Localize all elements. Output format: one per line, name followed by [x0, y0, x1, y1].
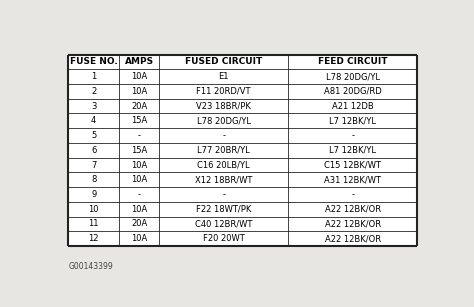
Text: -: -: [222, 190, 225, 199]
Text: 10A: 10A: [131, 175, 147, 184]
Text: AMPS: AMPS: [125, 57, 154, 66]
Text: L77 20BR/YL: L77 20BR/YL: [197, 146, 250, 155]
Text: 10A: 10A: [131, 161, 147, 169]
Text: FEED CIRCUIT: FEED CIRCUIT: [318, 57, 388, 66]
Text: FUSED CIRCUIT: FUSED CIRCUIT: [185, 57, 262, 66]
Text: V23 18BR/PK: V23 18BR/PK: [196, 102, 251, 111]
Text: G00143399: G00143399: [68, 262, 113, 271]
Text: E1: E1: [219, 72, 229, 81]
Text: 10A: 10A: [131, 234, 147, 243]
Text: A22 12BK/OR: A22 12BK/OR: [325, 205, 381, 214]
Text: X12 18BR/WT: X12 18BR/WT: [195, 175, 253, 184]
Text: 11: 11: [89, 220, 99, 228]
Text: 10A: 10A: [131, 205, 147, 214]
Text: 8: 8: [91, 175, 96, 184]
Text: -: -: [351, 190, 355, 199]
Text: 9: 9: [91, 190, 96, 199]
Text: F22 18WT/PK: F22 18WT/PK: [196, 205, 251, 214]
Text: 20A: 20A: [131, 220, 147, 228]
Text: -: -: [137, 131, 141, 140]
Text: 15A: 15A: [131, 116, 147, 125]
Text: L78 20DG/YL: L78 20DG/YL: [326, 72, 380, 81]
Text: A21 12DB: A21 12DB: [332, 102, 374, 111]
Text: -: -: [222, 131, 225, 140]
Text: L78 20DG/YL: L78 20DG/YL: [197, 116, 251, 125]
Text: FUSE NO.: FUSE NO.: [70, 57, 118, 66]
Text: A22 12BK/OR: A22 12BK/OR: [325, 220, 381, 228]
Text: A31 12BK/WT: A31 12BK/WT: [324, 175, 382, 184]
Text: F11 20RD/VT: F11 20RD/VT: [197, 87, 251, 96]
Text: 5: 5: [91, 131, 96, 140]
Text: A22 12BK/OR: A22 12BK/OR: [325, 234, 381, 243]
Bar: [68, 55, 418, 246]
Text: 2: 2: [91, 87, 96, 96]
Text: L7 12BK/YL: L7 12BK/YL: [329, 146, 376, 155]
Text: 10A: 10A: [131, 87, 147, 96]
Text: 7: 7: [91, 161, 96, 169]
Text: 15A: 15A: [131, 146, 147, 155]
Text: 6: 6: [91, 146, 96, 155]
Text: L7 12BK/YL: L7 12BK/YL: [329, 116, 376, 125]
Text: A81 20DG/RD: A81 20DG/RD: [324, 87, 382, 96]
Text: 3: 3: [91, 102, 96, 111]
Text: -: -: [351, 131, 355, 140]
Text: 10A: 10A: [131, 72, 147, 81]
Text: -: -: [137, 190, 141, 199]
Text: 12: 12: [89, 234, 99, 243]
Text: C16 20LB/YL: C16 20LB/YL: [197, 161, 250, 169]
Text: F20 20WT: F20 20WT: [203, 234, 245, 243]
Text: C15 12BK/WT: C15 12BK/WT: [324, 161, 382, 169]
Text: 20A: 20A: [131, 102, 147, 111]
Text: 1: 1: [91, 72, 96, 81]
Text: 4: 4: [91, 116, 96, 125]
Text: C40 12BR/WT: C40 12BR/WT: [195, 220, 253, 228]
Text: 10: 10: [89, 205, 99, 214]
